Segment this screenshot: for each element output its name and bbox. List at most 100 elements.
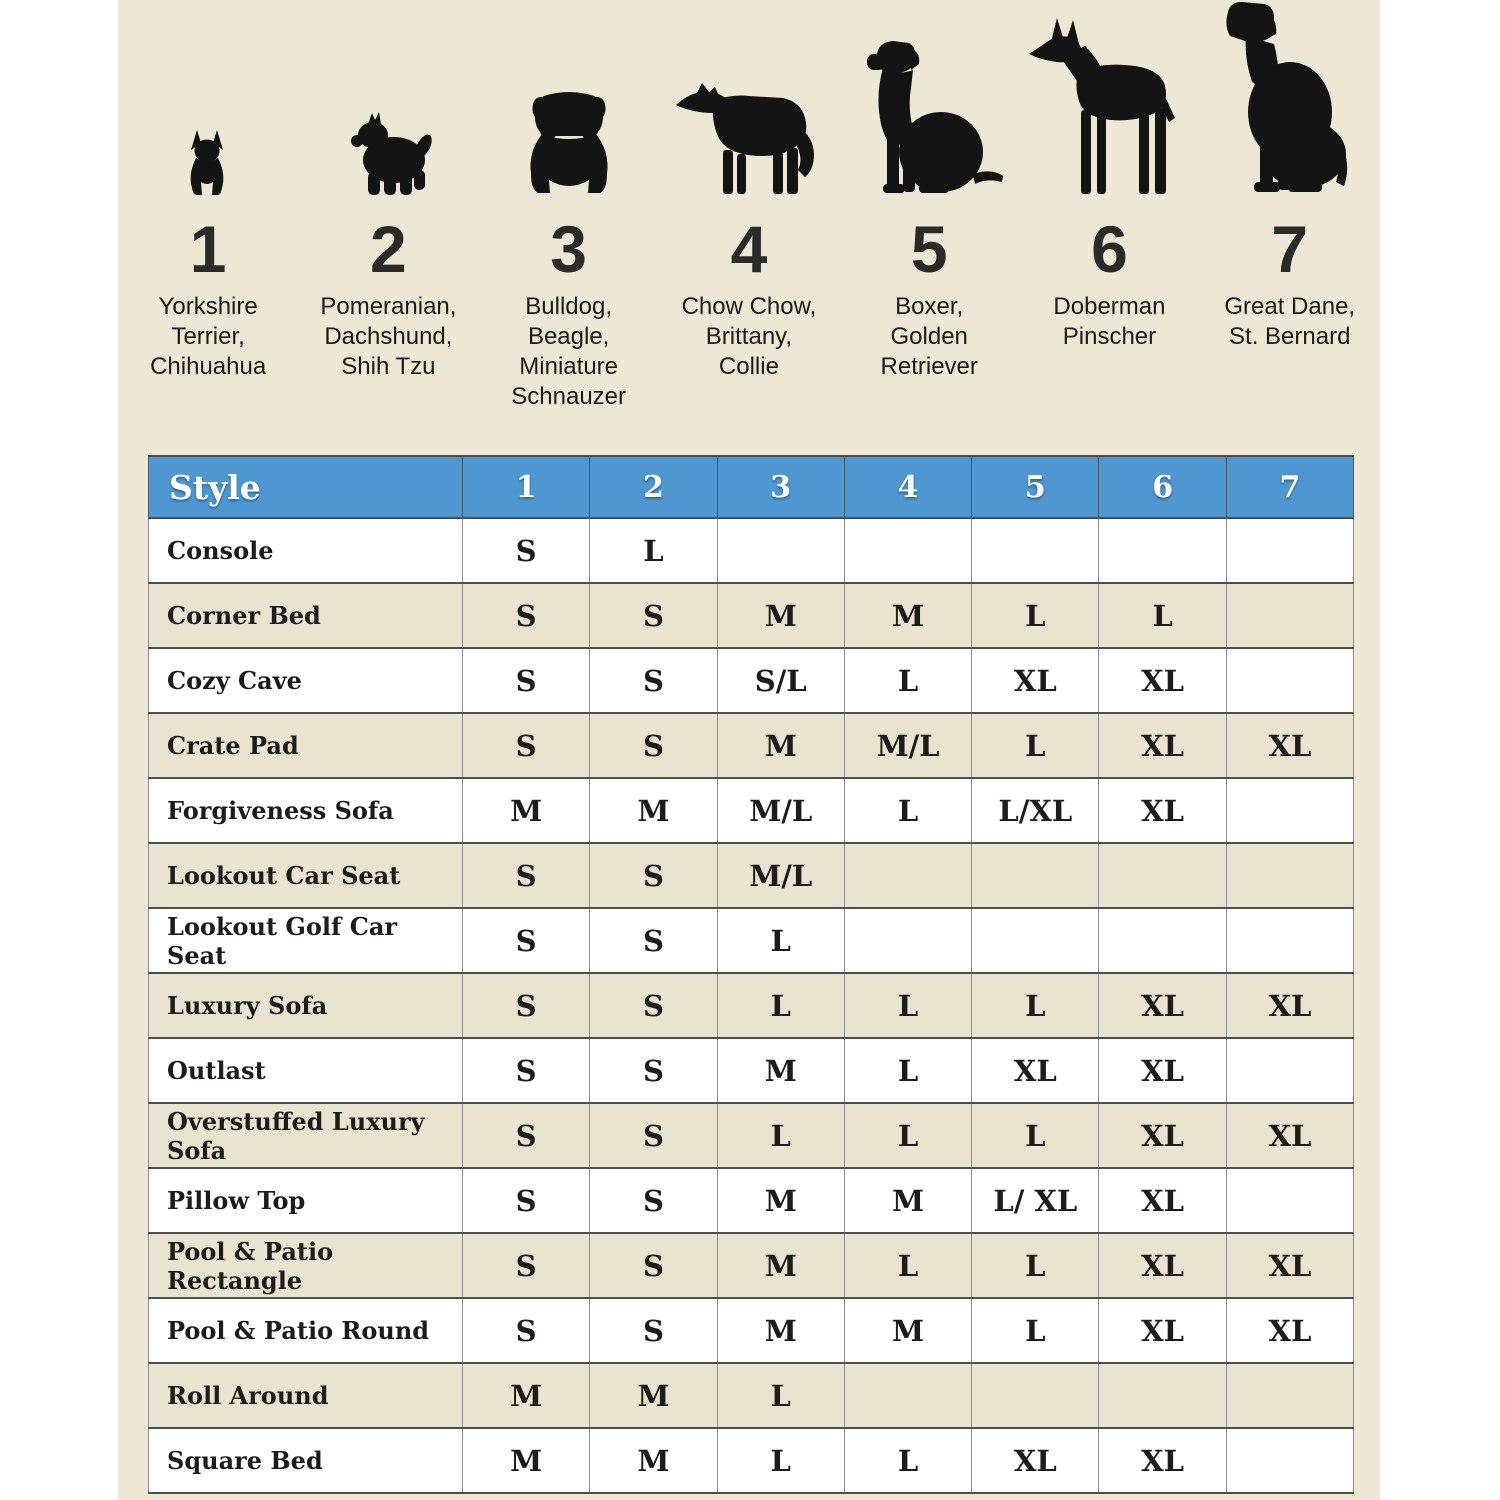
size-chart-table: Style 1 2 3 4 5 6 7 Console S L [148, 455, 1355, 1494]
size-group-breeds: Doberman Pinscher [1053, 293, 1166, 350]
size-cell [971, 843, 1100, 908]
size-cell: XL [1225, 1298, 1355, 1363]
size-group-breeds: Pomeranian, Dachshund, Shih Tzu [320, 293, 457, 380]
size-cell: S [461, 1103, 591, 1168]
size-group-2: 2 Pomeranian, Dachshund, Shih Tzu [298, 0, 478, 412]
size-cell [1225, 778, 1355, 843]
size-cell [1225, 843, 1355, 908]
table-row: Roll Around M M L [148, 1363, 1355, 1428]
table-row: Crate Pad S S M M/L L XL XL [148, 713, 1355, 778]
size-cell: L [971, 1298, 1100, 1363]
size-cell: XL [1098, 1233, 1227, 1298]
size-group-breeds: Chow Chow, Brittany, Collie [681, 293, 817, 380]
style-cell: Luxury Sofa [148, 973, 463, 1038]
size-cell: S [461, 1233, 591, 1298]
size-cell [1225, 908, 1355, 973]
size-cell: L/XL [971, 778, 1100, 843]
size-cell: L [843, 1428, 973, 1493]
size-cell [843, 518, 973, 583]
size-cell: XL [1098, 973, 1227, 1038]
size-cell: S [461, 713, 591, 778]
size-column-header-2: 2 [589, 456, 718, 518]
style-cell: Lookout Car Seat [148, 843, 463, 908]
style-cell: Pillow Top [148, 1168, 463, 1233]
size-group-number: 2 [370, 212, 407, 286]
size-cell: XL [1225, 713, 1355, 778]
table-row: Square Bed M M L L XL XL [148, 1428, 1355, 1493]
size-group-breeds: Yorkshire Terrier, Chihuahua [150, 293, 267, 380]
table-row: Forgiveness Sofa M M M/L L L/XL XL [148, 778, 1355, 843]
size-group-6: 6 Doberman Pinscher [1019, 0, 1199, 412]
size-cell: M [589, 1363, 718, 1428]
size-cell [716, 518, 845, 583]
great-dane-icon [1216, 0, 1364, 196]
style-cell: Cozy Cave [148, 648, 463, 713]
size-cell: M [461, 1363, 591, 1428]
size-cell: S [461, 1038, 591, 1103]
size-cell: L [971, 583, 1100, 648]
size-cell: L [716, 1103, 845, 1168]
size-cell: S [589, 583, 718, 648]
size-cell: L [716, 1428, 845, 1493]
size-cell: XL [1098, 1168, 1227, 1233]
style-cell: Roll Around [148, 1363, 463, 1428]
size-column-header-6: 6 [1098, 456, 1227, 518]
size-cell: M [716, 1298, 845, 1363]
size-cell: M [461, 1428, 591, 1493]
table-row: Pool & Patio Round S S M M L XL XL [148, 1298, 1355, 1363]
size-cell: L [589, 518, 718, 583]
size-cell: L [843, 648, 973, 713]
size-cell: L [971, 1233, 1100, 1298]
size-cell [1225, 583, 1355, 648]
size-group-number: 4 [730, 212, 768, 286]
style-cell: Pool & Patio Round [148, 1298, 463, 1363]
style-cell: Lookout Golf Car Seat [148, 908, 463, 973]
size-cell: XL [1225, 1103, 1355, 1168]
style-cell: Outlast [148, 1038, 463, 1103]
size-cell: S [461, 583, 591, 648]
size-cell [1225, 1038, 1355, 1103]
size-cell: S [589, 713, 718, 778]
size-group-5: 5 Boxer, Golden Retriever [839, 0, 1019, 412]
style-cell: Crate Pad [148, 713, 463, 778]
size-cell: XL [1098, 778, 1227, 843]
size-column-header-3: 3 [716, 456, 845, 518]
table-row: Pillow Top S S M M L/ XL XL [148, 1168, 1355, 1233]
size-cell: M [716, 1233, 845, 1298]
size-cell: L [716, 973, 845, 1038]
doberman-icon [1023, 0, 1195, 196]
size-cell: M/L [716, 843, 845, 908]
table-row: Console S L [148, 518, 1355, 583]
table-row: Cozy Cave S S S/L L XL XL [148, 648, 1355, 713]
size-cell: XL [1098, 713, 1227, 778]
size-cell: M [589, 1428, 718, 1493]
collie-icon [675, 0, 823, 196]
size-group-breeds: Boxer, Golden Retriever [880, 293, 978, 380]
size-group-number: 1 [189, 212, 227, 286]
size-cell: XL [971, 1428, 1100, 1493]
bulldog-icon [522, 0, 616, 196]
size-group-3: 3 Bulldog, Beagle, Miniature Schnauzer [479, 0, 659, 412]
size-cell [971, 1363, 1100, 1428]
size-cell: XL [1225, 973, 1355, 1038]
size-cell: XL [1098, 1298, 1227, 1363]
table-row: Lookout Car Seat S S M/L [148, 843, 1355, 908]
size-cell: S [589, 648, 718, 713]
size-cell [971, 908, 1100, 973]
size-cell: M [716, 1038, 845, 1103]
beige-panel: 1 Yorkshire Terrier, Chihuahua [118, 0, 1380, 1500]
size-cell: L [843, 1103, 973, 1168]
size-cell: M [716, 713, 845, 778]
size-cell: S [461, 843, 591, 908]
size-cell: S [589, 1103, 718, 1168]
size-cell: S [461, 1168, 591, 1233]
size-cell [1225, 1168, 1355, 1233]
size-group-number: 7 [1271, 212, 1309, 286]
size-cell: S [589, 1038, 718, 1103]
size-cell: XL [1225, 1233, 1355, 1298]
size-cell: L [843, 1038, 973, 1103]
size-cell [1098, 843, 1227, 908]
size-cell: L [843, 973, 973, 1038]
style-cell: Overstuffed Luxury Sofa [148, 1103, 463, 1168]
